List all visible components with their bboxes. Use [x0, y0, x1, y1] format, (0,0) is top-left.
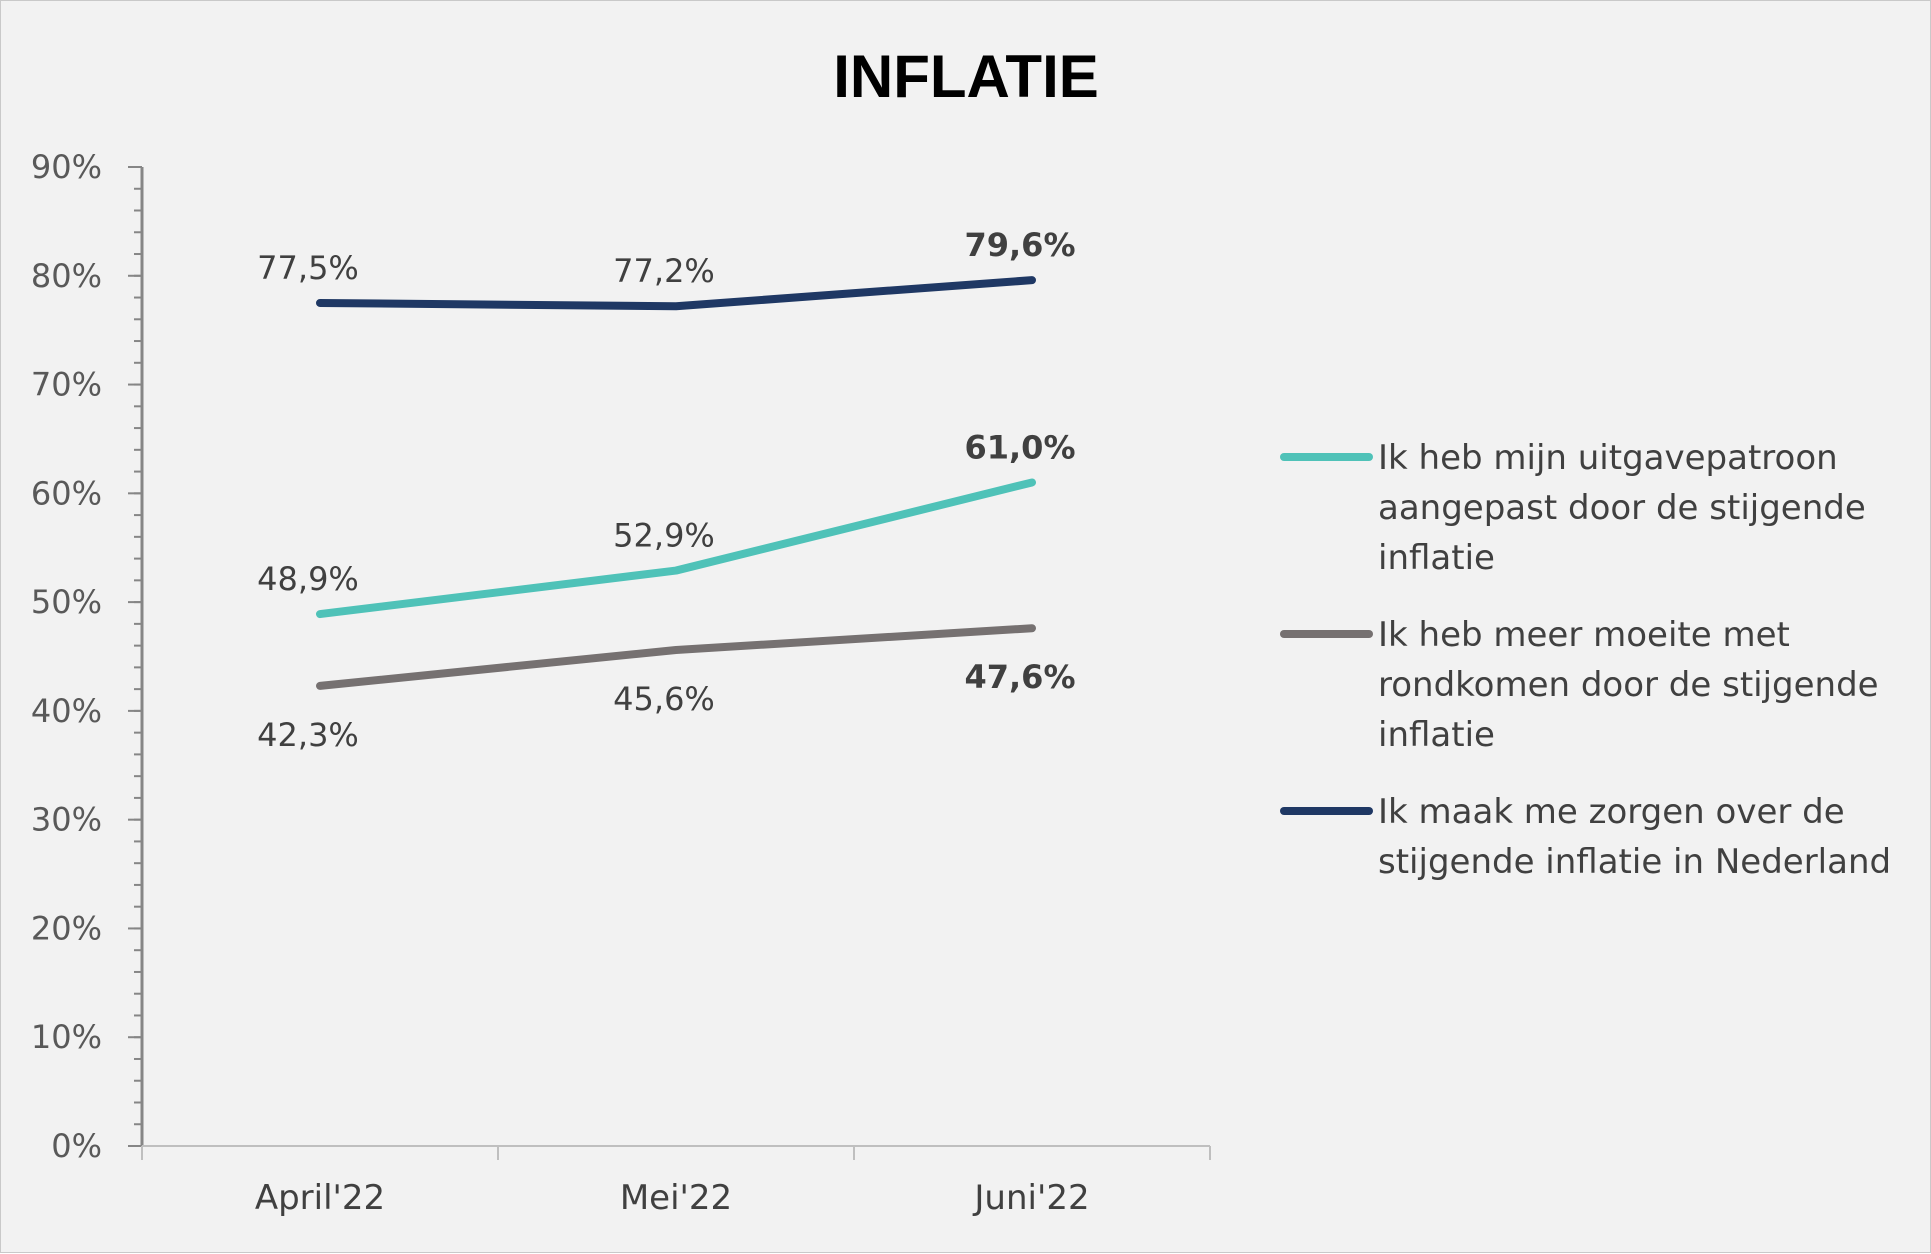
y-tick-label: 70% — [31, 366, 102, 404]
y-tick-label: 30% — [31, 801, 102, 839]
data-label: 42,3% — [257, 716, 359, 754]
legend-label: rondkomen door de stijgende — [1378, 665, 1879, 705]
x-tick-label: April'22 — [255, 1178, 385, 1218]
y-tick-label: 80% — [31, 257, 102, 295]
data-label: 61,0% — [964, 428, 1075, 466]
legend-item-2[interactable]: Ik heb meer moeite met rondkomen door de … — [1280, 615, 1879, 755]
legend-item-3[interactable]: Ik maak me zorgen over de stijgende infla… — [1280, 792, 1891, 882]
legend: Ik heb mijn uitgavepatroon aangepast door… — [1280, 438, 1891, 882]
data-label: 47,6% — [964, 658, 1075, 696]
y-tick-label: 90% — [31, 148, 102, 186]
y-tick-label: 10% — [31, 1018, 102, 1056]
y-tick-label: 50% — [31, 583, 102, 621]
chart-title: INFLATIE — [833, 43, 1099, 110]
x-tick-label: Mei'22 — [620, 1178, 732, 1218]
y-tick-label: 40% — [31, 692, 102, 730]
legend-item-1[interactable]: Ik heb mijn uitgavepatroon aangepast door… — [1280, 438, 1866, 578]
legend-label: inflatie — [1378, 715, 1495, 755]
data-label: 48,9% — [257, 560, 359, 598]
legend-label: inflatie — [1378, 538, 1495, 578]
axes: 0% 10% 20% 30% 40% 50% 60% 70% 80% 90% April'22 Mei… — [31, 148, 1211, 1218]
data-labels: 48,9% 52,9% 61,0% 42,3% 45,6% 47,6% 77,5% 77,2%… — [257, 226, 1075, 754]
series-line-1 — [316, 478, 1036, 619]
series-line-3 — [316, 276, 1036, 311]
data-label: 77,2% — [613, 252, 715, 290]
x-tick-label: Juni'22 — [972, 1178, 1089, 1218]
legend-label: Ik heb meer moeite met — [1378, 615, 1790, 655]
y-tick-label: 60% — [31, 474, 102, 512]
series-line-2 — [316, 624, 1036, 690]
y-tick-label: 20% — [31, 909, 102, 947]
y-tick-label: 0% — [51, 1127, 102, 1165]
data-label: 79,6% — [964, 226, 1075, 264]
data-label: 77,5% — [257, 249, 359, 287]
data-label: 45,6% — [613, 680, 715, 718]
series-lines — [316, 276, 1036, 690]
data-label: 52,9% — [613, 517, 715, 555]
legend-label: aangepast door de stijgende — [1378, 488, 1866, 528]
legend-label: stijgende inflatie in Nederland — [1378, 842, 1891, 882]
legend-label: Ik heb mijn uitgavepatroon — [1378, 438, 1838, 478]
legend-label: Ik maak me zorgen over de — [1378, 792, 1845, 832]
